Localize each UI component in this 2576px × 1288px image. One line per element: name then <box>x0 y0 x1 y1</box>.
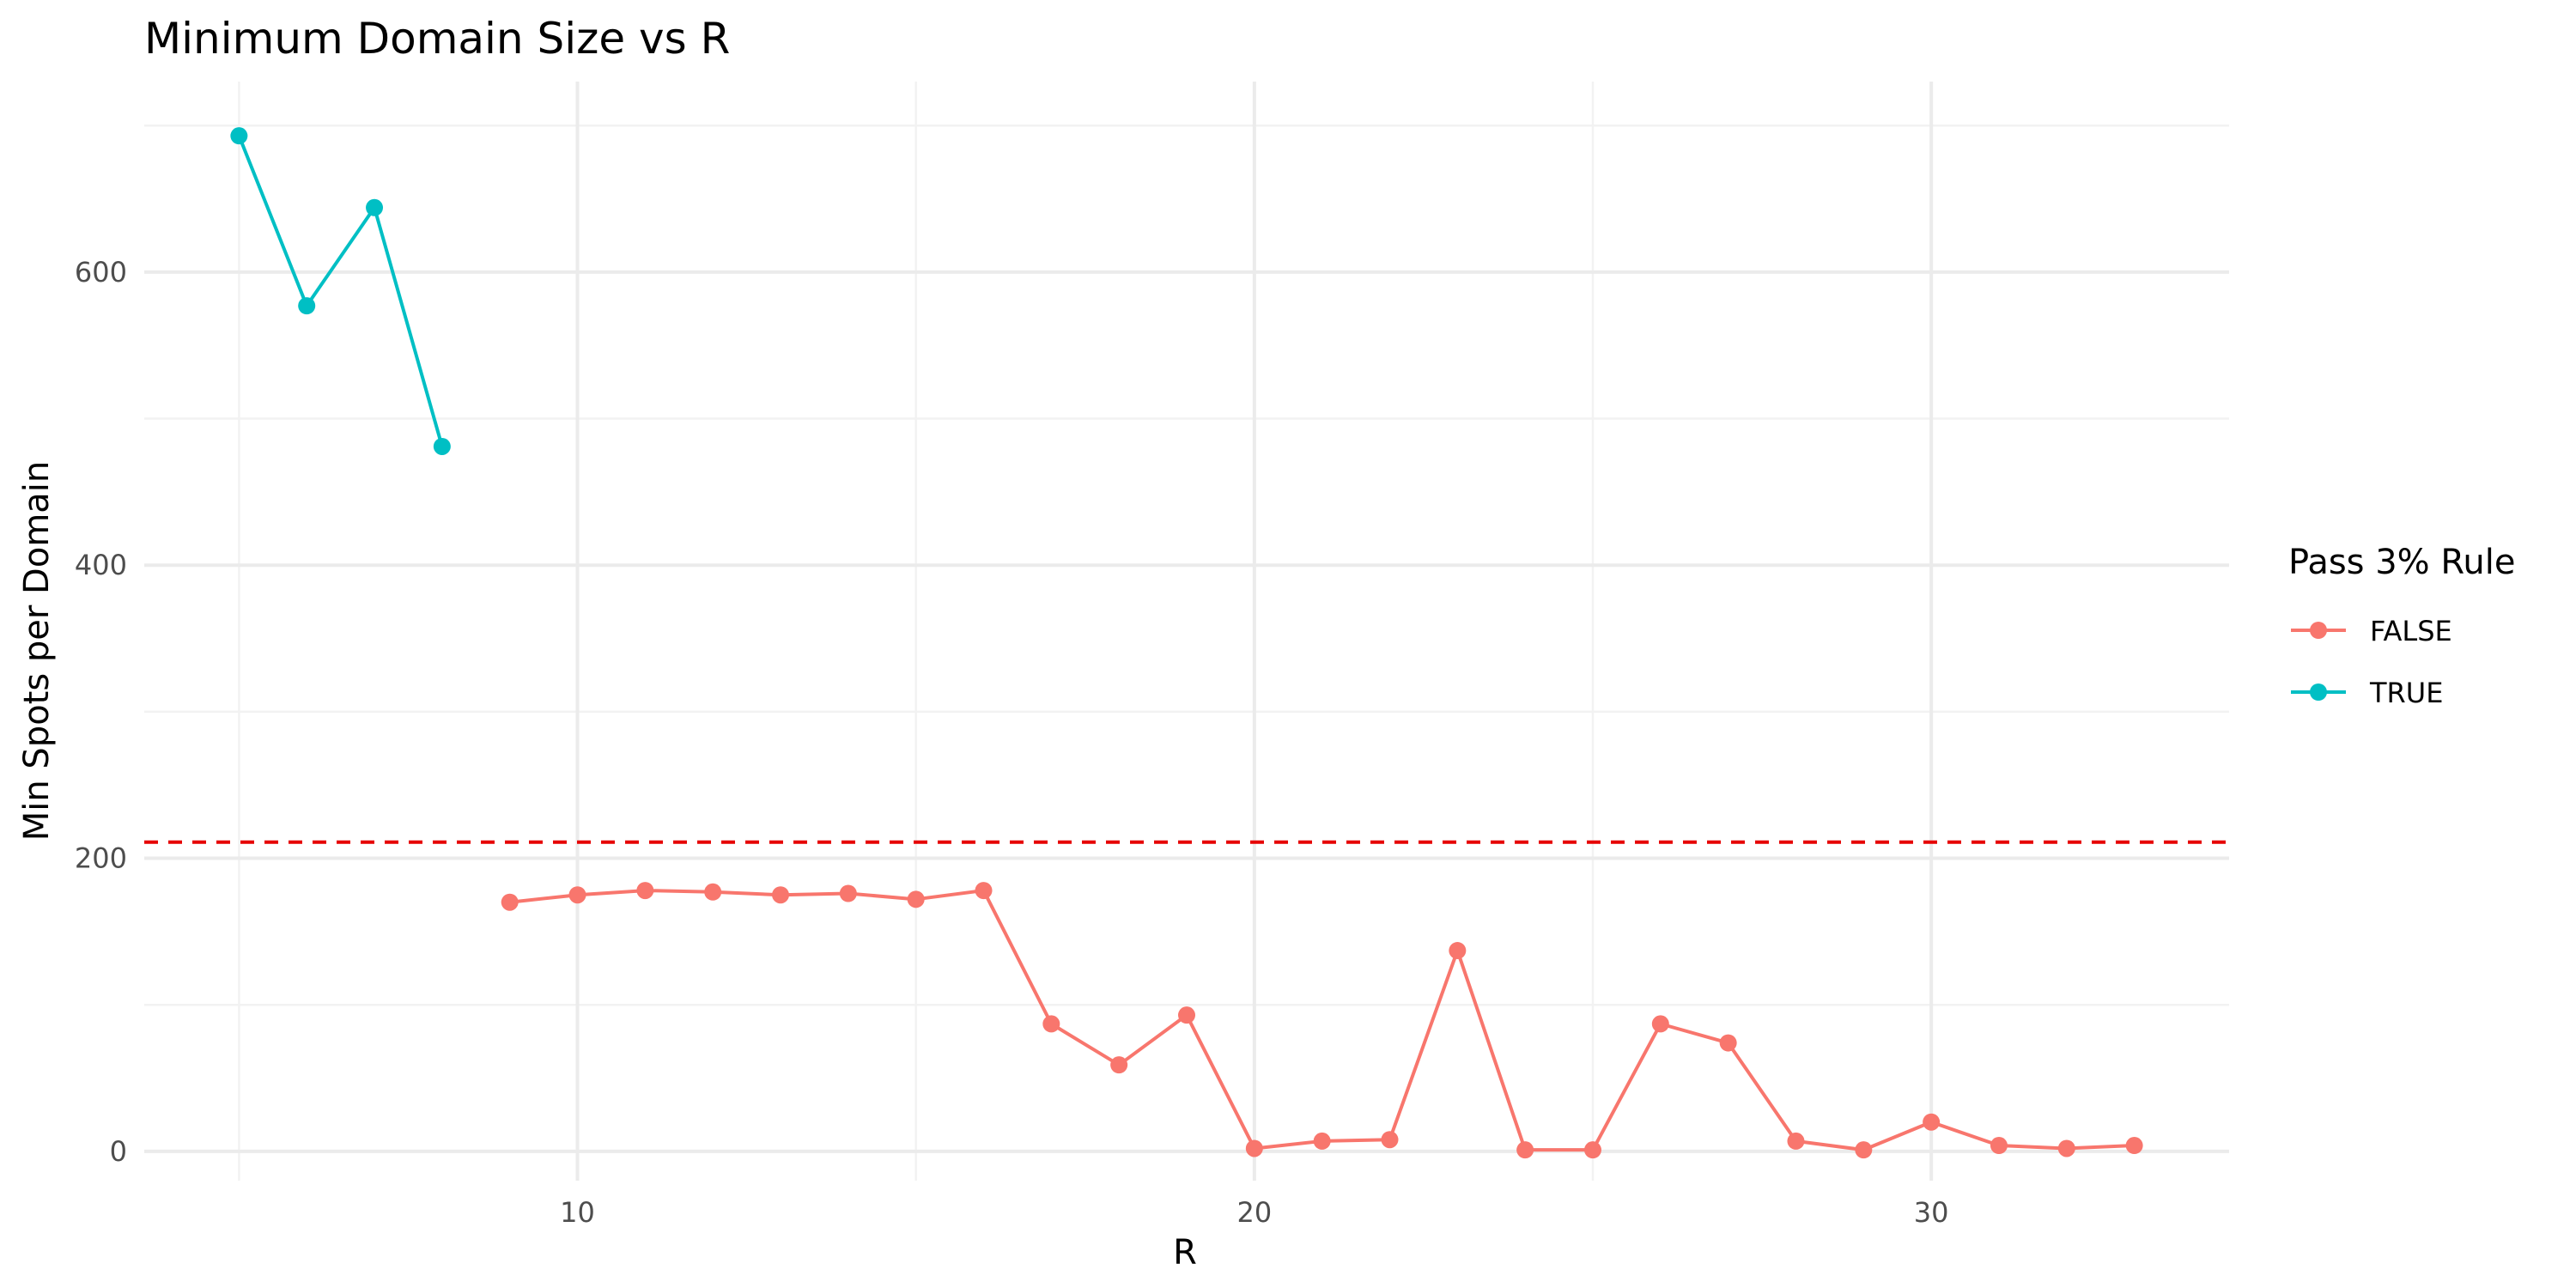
x-tick-label: 20 <box>1236 1196 1272 1229</box>
data-point-false <box>1990 1137 2008 1155</box>
data-point-true <box>433 437 451 455</box>
data-point-false <box>975 882 993 900</box>
data-point-false <box>704 883 722 901</box>
legend-title: Pass 3% Rule <box>2288 543 2515 582</box>
data-point-false <box>1719 1034 1737 1052</box>
data-point-false <box>1178 1006 1195 1024</box>
legend-items: FALSE TRUE <box>2291 615 2452 709</box>
data-point-true <box>230 127 248 145</box>
x-axis-title: R <box>1173 1233 1197 1273</box>
data-point-false <box>1245 1139 1263 1157</box>
data-point-false <box>1583 1141 1601 1159</box>
legend-label-true: TRUE <box>2369 677 2443 709</box>
data-point-false <box>1651 1015 1669 1033</box>
legend-label-false: FALSE <box>2370 615 2452 647</box>
data-point-false <box>1313 1132 1331 1150</box>
legend: Pass 3% Rule FALSE TRUE <box>2288 543 2515 709</box>
y-axis-title: Min Spots per Domain <box>17 461 57 841</box>
data-point-false <box>1516 1141 1534 1159</box>
data-point-true <box>366 198 384 216</box>
data-point-false <box>1855 1141 1873 1159</box>
chart-title: Minimum Domain Size vs R <box>144 14 730 64</box>
legend-key-point <box>2310 683 2327 701</box>
data-point-true <box>298 297 316 315</box>
data-point-false <box>772 886 790 904</box>
y-tick-label: 600 <box>75 256 127 289</box>
data-point-false <box>1381 1131 1399 1149</box>
data-point-false <box>1042 1015 1060 1033</box>
data-point-false <box>2125 1137 2143 1155</box>
data-point-false <box>568 886 586 904</box>
x-axis-ticks: 10 20 30 <box>560 1196 1948 1229</box>
data-point-false <box>2057 1139 2075 1157</box>
x-tick-label: 30 <box>1914 1196 1949 1229</box>
series-line-false <box>509 889 2135 1152</box>
legend-key-point <box>2310 622 2327 639</box>
y-axis-ticks: 0 200 400 600 <box>75 256 127 1168</box>
data-point-false <box>1787 1132 1805 1150</box>
data-point-false <box>907 890 925 908</box>
data-point-false <box>501 893 519 911</box>
series-layer <box>230 127 2143 1159</box>
data-point-false <box>636 882 654 900</box>
gridlines <box>144 82 2229 1181</box>
data-point-false <box>1110 1056 1128 1074</box>
y-tick-label: 400 <box>75 549 127 581</box>
y-tick-label: 0 <box>110 1135 127 1168</box>
y-tick-label: 200 <box>75 842 127 875</box>
data-point-false <box>839 884 857 902</box>
x-tick-label: 10 <box>560 1196 595 1229</box>
series-line-true <box>237 135 444 447</box>
data-point-false <box>1923 1113 1941 1131</box>
data-point-false <box>1449 942 1467 960</box>
